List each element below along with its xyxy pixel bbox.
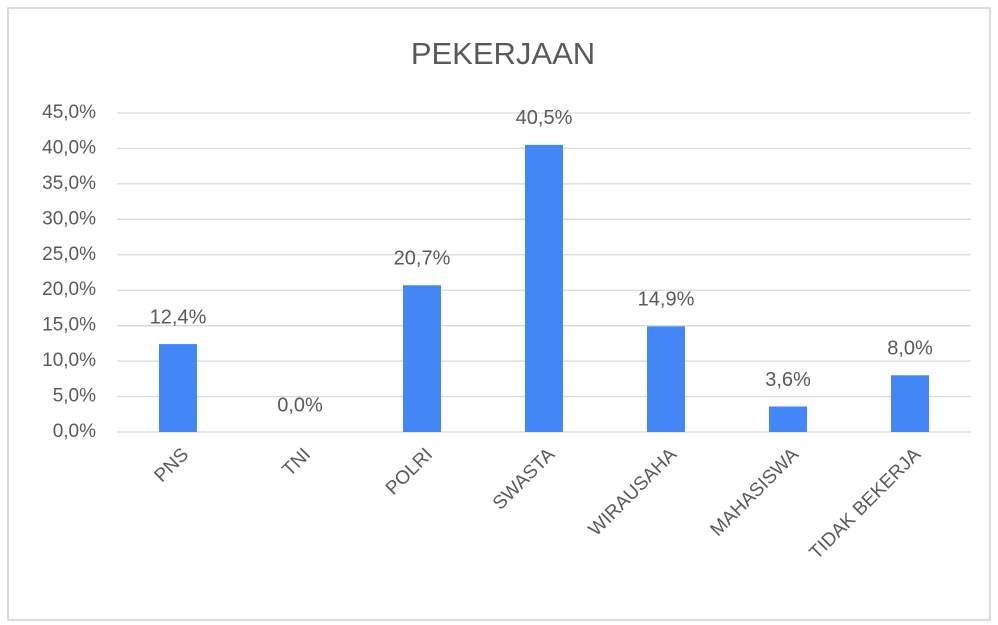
data-label: 14,9% [638, 289, 695, 311]
bar [525, 144, 563, 432]
data-label: 8,0% [887, 338, 933, 360]
bar [403, 285, 441, 432]
data-label: 20,7% [394, 248, 451, 270]
y-tick-label: 30,0% [42, 208, 96, 229]
y-tick-label: 15,0% [42, 315, 96, 336]
data-label: 3,6% [765, 369, 811, 391]
chart-title: PEKERJAAN [411, 36, 595, 71]
data-label: 40,5% [516, 107, 573, 129]
y-tick-label: 35,0% [42, 173, 96, 194]
y-tick-label: 40,0% [42, 137, 96, 158]
y-tick-label: 45,0% [42, 102, 96, 123]
y-tick-label: 25,0% [42, 244, 96, 265]
y-tick-label: 20,0% [42, 279, 96, 300]
y-tick-label: 5,0% [53, 386, 96, 407]
y-tick-label: 10,0% [42, 350, 96, 371]
data-label: 12,4% [150, 306, 207, 328]
y-tick-label: 0,0% [53, 421, 96, 442]
bar [769, 406, 807, 432]
bar [891, 375, 929, 432]
bar [647, 326, 685, 432]
chart-frame [7, 7, 991, 621]
data-label: 0,0% [277, 394, 323, 416]
bar [159, 344, 197, 432]
